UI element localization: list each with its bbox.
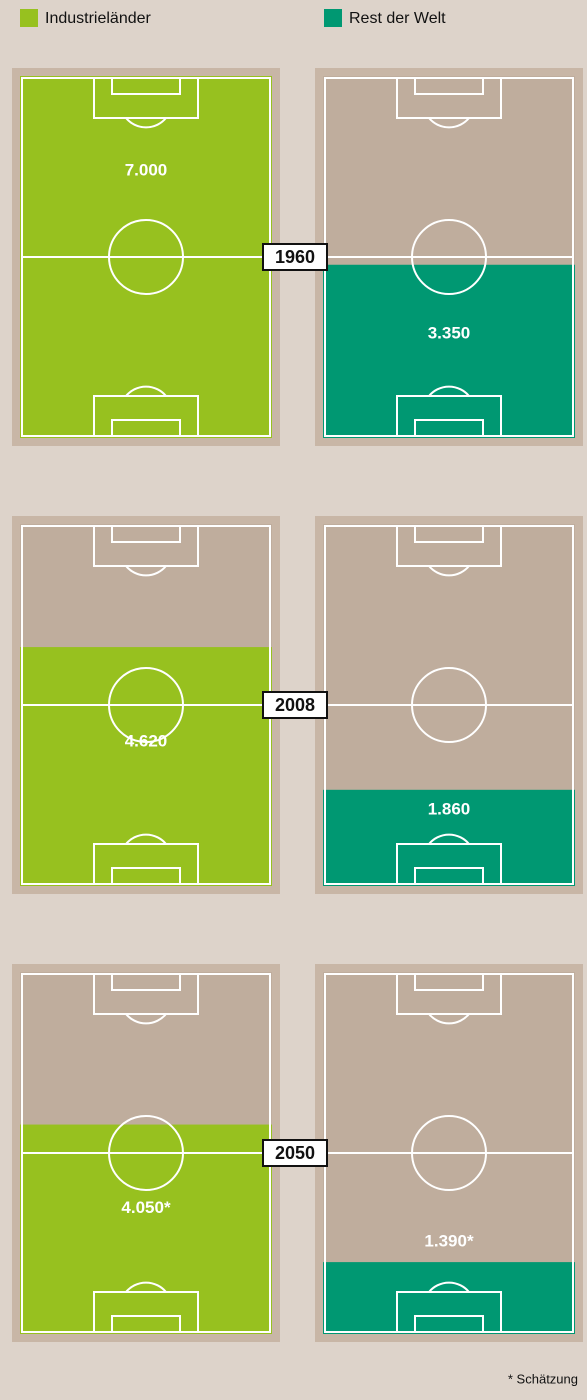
bar — [323, 1262, 575, 1334]
value-label: 1.860 — [428, 799, 471, 818]
value-label: 4.050* — [121, 1198, 171, 1217]
legend-swatch — [20, 9, 38, 27]
value-label: 7.000 — [125, 160, 168, 179]
value-label: 1.390* — [424, 1232, 474, 1251]
value-label: 4.620 — [125, 732, 168, 751]
chart: * Schätzung Industrieländer Rest der Welt… — [0, 0, 587, 1400]
value-label: 3.350 — [428, 324, 471, 343]
year-label: 2008 — [275, 695, 315, 715]
bar — [20, 647, 272, 886]
year-label: 1960 — [275, 247, 315, 267]
legend-label: Industrieländer — [45, 10, 152, 27]
bar — [323, 265, 575, 438]
legend-label: Rest der Welt — [349, 10, 446, 27]
year-label: 2050 — [275, 1143, 315, 1163]
bar — [20, 1125, 272, 1334]
footnote: * Schätzung — [508, 1371, 578, 1386]
legend-swatch — [324, 9, 342, 27]
